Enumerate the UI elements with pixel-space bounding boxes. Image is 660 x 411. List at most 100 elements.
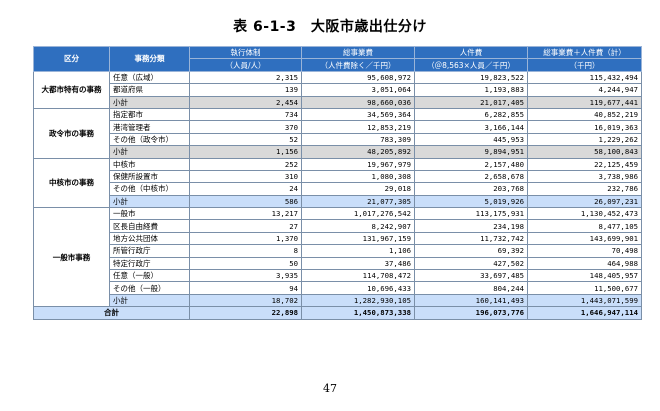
row-type: 保健所設置市: [109, 169, 190, 184]
row-type: その他（中核市）: [109, 182, 190, 196]
row-type: 特定行政庁: [109, 256, 190, 271]
row-type: 都道府県: [109, 83, 190, 97]
group-label: 中核市の事務: [33, 157, 110, 209]
table-row: 政令市の事務 指定都市 734 34,569,364 6,282,855 40,…: [33, 107, 642, 159]
row-labor: 11,732,742: [414, 231, 528, 246]
subtotal-row: 小計 586 21,077,305 5,019,926 26,097,231: [34, 194, 642, 209]
row-staff: 2,315: [189, 70, 302, 85]
row-labor: 804,244: [414, 281, 528, 295]
header-staff: 執行体制: [189, 45, 302, 60]
subtotal-total: 26,097,231: [527, 194, 642, 209]
subtotal-label: 小計: [109, 293, 190, 308]
row-staff: 1,370: [189, 231, 302, 246]
row-staff: 3,935: [189, 269, 302, 283]
row-cost: 131,967,159: [301, 231, 415, 246]
subtotal-total: 119,677,441: [527, 95, 642, 109]
row-total: 3,738,986: [527, 169, 642, 184]
row-total: 16,019,363: [527, 120, 642, 134]
table-row: 所管行政庁 8 1,106 69,392 70,498: [34, 244, 642, 258]
subtotal-labor: 21,017,405: [414, 95, 528, 109]
row-total: 4,244,947: [527, 83, 642, 97]
grand-total-cost: 1,450,873,338: [301, 306, 415, 320]
row-type: 所管行政庁: [109, 244, 190, 258]
subtotal-label: 小計: [109, 194, 190, 209]
row-labor: 69,392: [414, 244, 528, 258]
row-staff: 139: [189, 83, 302, 97]
group-label: 政令市の事務: [33, 107, 110, 159]
header-labor-unit: （＠8,563×人員／千円）: [414, 58, 528, 72]
row-total: 1,229,262: [527, 132, 642, 147]
table-row: 特定行政庁 50 37,486 427,502 464,988: [34, 256, 642, 271]
row-cost: 34,569,364: [301, 107, 415, 122]
row-total: 22,125,459: [527, 157, 642, 171]
row-cost: 29,018: [301, 182, 415, 196]
table-row: 都道府県 139 3,051,064 1,193,883 4,244,947: [34, 83, 642, 97]
row-type: その他（一般）: [109, 281, 190, 295]
row-cost: 37,486: [301, 256, 415, 271]
subtotal-cost: 21,077,305: [301, 194, 415, 209]
table-row: 中核市の事務 中核市 252 19,967,979 2,157,480 22,1…: [33, 157, 642, 209]
row-staff: 370: [189, 120, 302, 134]
row-total: 464,988: [527, 256, 642, 271]
row-staff: 13,217: [189, 207, 302, 221]
subtotal-staff: 586: [189, 194, 302, 209]
row-total: 70,498: [527, 244, 642, 258]
row-cost: 19,967,979: [301, 157, 415, 171]
table-row: その他（政令市） 52 783,309 445,953 1,229,262: [34, 132, 642, 147]
row-total: 115,432,494: [527, 70, 642, 85]
row-cost: 8,242,907: [301, 219, 415, 233]
row-staff: 734: [189, 107, 302, 122]
table-row: 保健所設置市 310 1,080,308 2,658,678 3,738,986: [34, 169, 642, 184]
row-cost: 95,608,972: [301, 70, 415, 85]
row-total: 40,852,219: [527, 107, 642, 122]
subtotal-label: 小計: [109, 145, 190, 159]
subtotal-staff: 18,702: [189, 293, 302, 308]
page-title: 表 6-1-3 大阪市歳出仕分け: [233, 19, 427, 35]
row-cost: 114,708,472: [301, 269, 415, 283]
subtotal-total: 58,100,843: [527, 145, 642, 159]
header-total: 総事業費＋人件費（計）: [527, 45, 642, 60]
row-cost: 10,696,433: [301, 281, 415, 295]
subtotal-total: 1,443,071,599: [527, 293, 642, 308]
row-type: 地方公共団体: [109, 231, 190, 246]
group-label: 大都市特有の事務: [33, 70, 110, 109]
row-total: 8,477,105: [527, 219, 642, 233]
subtotal-labor: 160,141,493: [414, 293, 528, 308]
row-total: 148,405,957: [527, 269, 642, 283]
row-labor: 1,193,883: [414, 83, 528, 97]
row-cost: 783,309: [301, 132, 415, 147]
row-type: 任意（一般）: [109, 269, 190, 283]
row-cost: 1,106: [301, 244, 415, 258]
row-labor: 6,282,855: [414, 107, 528, 122]
header-type: 事務分類: [109, 46, 190, 72]
subtotal-labor: 9,894,951: [414, 145, 528, 159]
row-labor: 113,175,931: [414, 207, 528, 221]
row-labor: 33,697,485: [414, 269, 528, 283]
table-row: 地方公共団体 1,370 131,967,159 11,732,742 143,…: [34, 231, 642, 246]
subtotal-row: 小計 18,702 1,282,930,105 160,141,493 1,44…: [34, 293, 642, 308]
row-labor: 2,157,480: [414, 157, 528, 171]
row-labor: 427,502: [414, 256, 528, 271]
grand-total-row: 合計 22,898 1,450,873,338 196,073,776 1,64…: [33, 306, 642, 320]
row-cost: 3,051,064: [301, 83, 415, 97]
subtotal-row: 小計 2,454 98,660,036 21,017,405 119,677,4…: [34, 95, 642, 109]
row-staff: 50: [189, 256, 302, 271]
subtotal-row: 小計 1,156 48,205,892 9,894,951 58,100,843: [34, 145, 642, 159]
row-total: 1,130,452,473: [527, 207, 642, 221]
table-header: 区分 事務分類 執行体制 総事業費 人件費 総事業費＋人件費（計） （人員/人）…: [33, 45, 642, 72]
row-staff: 94: [189, 281, 302, 295]
page-number: 47: [323, 382, 337, 395]
grand-total-label: 合計: [33, 306, 190, 320]
row-type: 区長自由経費: [109, 219, 190, 233]
table-row: 大都市特有の事務 任意（広域） 2,315 95,608,972 19,823,…: [33, 70, 642, 109]
row-total: 143,699,901: [527, 231, 642, 246]
header-cost: 総事業費: [301, 45, 415, 60]
row-labor: 3,166,144: [414, 120, 528, 134]
budget-table: 区分 事務分類 執行体制 総事業費 人件費 総事業費＋人件費（計） （人員/人）…: [33, 45, 642, 320]
table-row: 任意（一般） 3,935 114,708,472 33,697,485 148,…: [34, 269, 642, 283]
row-cost: 1,080,308: [301, 169, 415, 184]
row-type: 任意（広域）: [109, 70, 190, 85]
table-row: その他（中核市） 24 29,018 203,768 232,786: [34, 182, 642, 196]
table-body: 大都市特有の事務 任意（広域） 2,315 95,608,972 19,823,…: [33, 70, 642, 320]
row-type: 指定都市: [109, 107, 190, 122]
